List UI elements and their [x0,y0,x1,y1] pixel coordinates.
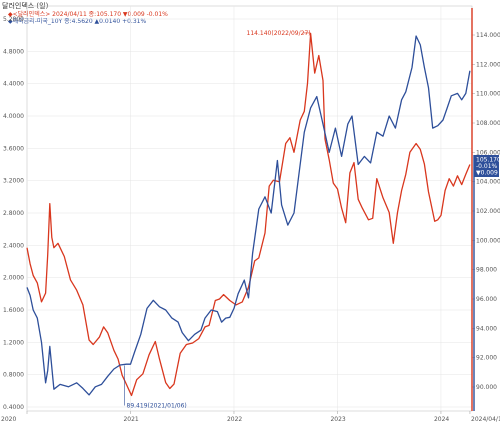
left-tick-label: 0.4000 [3,404,24,411]
right-tick-label: 100.000 [476,237,500,244]
left-tick-label: 4.0000 [3,113,24,120]
left-tick-label: 2.0000 [3,275,24,282]
plot-frame [26,5,473,412]
right-tick-label: 96.000 [476,296,497,303]
price-badge [474,155,499,177]
legend-us-10y: ◆해외금리-미국_10Y 종:4.5620 ▲0.0140 +0.31% [8,18,147,25]
x-tick-label: 2024/04/11 [471,416,500,423]
left-tick-label: 5.2000 [3,16,24,23]
us-10y-line [26,35,471,396]
left-tick-label: 3.2000 [3,178,24,185]
x-tick-label: 2021 [123,416,138,423]
right-tick-label: 114.000 [476,32,500,39]
right-tick-label: 92.000 [476,355,497,362]
legend-dollar-index: ◆<달러인덱스> 2024/04/11 종:105.170 ▼0.009 -0.… [8,11,168,18]
left-tick-label: 4.4000 [3,81,24,88]
right-tick-label: 90.000 [476,384,497,391]
x-tick-label: 2022 [227,416,242,423]
price-badge-text: 105.170 [476,157,500,164]
x-tick-label: 2024 [434,416,449,423]
price-badge-text: -0.01% [476,163,498,170]
right-tick-label: 94.000 [476,325,497,332]
right-tick-label: 106.000 [476,149,500,156]
chart-title: 달러인덱스 (일) [2,2,49,10]
price-badge-text: ▼0.009 [476,170,498,177]
left-tick-label: 1.6000 [3,307,24,314]
left-tick-label: 4.8000 [3,48,24,55]
left-tick-label: 2.4000 [3,242,24,249]
right-tick-label: 104.000 [476,179,500,186]
low-annotation: 89.419(2021/01/06) [127,403,187,410]
left-tick-label: 3.6000 [3,145,24,152]
high-annotation: 114.140(2022/09/27) [247,30,311,37]
dollar-index-line [26,32,471,397]
right-tick-label: 108.000 [476,120,500,127]
right-tick-label: 98.000 [476,267,497,274]
right-tick-label: 112.000 [476,61,500,68]
right-tick-label: 110.000 [476,91,500,98]
left-tick-label: 2.8000 [3,210,24,217]
left-tick-label: 1.2000 [3,339,24,346]
x-tick-label: 2023 [330,416,345,423]
right-tick-label: 102.000 [476,208,500,215]
left-tick-label: 0.8000 [3,372,24,379]
x-tick-label: 2020 [1,416,16,423]
